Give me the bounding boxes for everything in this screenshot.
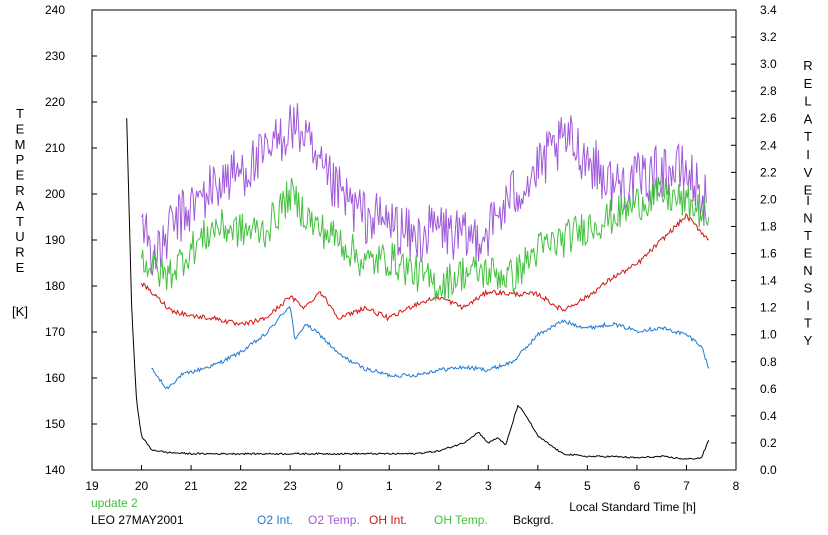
x-tick-label: 4 bbox=[535, 479, 542, 493]
x-axis-ticks: 19 20 21 22 23 0 1 2 3 4 5 6 7 8 bbox=[85, 465, 740, 493]
right-tick-label: 3.4 bbox=[760, 3, 777, 17]
x-tick-label: 23 bbox=[283, 479, 297, 493]
left-tick-label: 230 bbox=[45, 49, 65, 63]
right-axis-letter: N bbox=[803, 211, 812, 226]
right-tick-label: 0.2 bbox=[760, 436, 777, 450]
right-axis-letter: N bbox=[803, 263, 812, 278]
legend-item: O2 Temp. bbox=[308, 513, 360, 527]
left-axis-letter: A bbox=[16, 198, 25, 213]
right-tick-label: 0.6 bbox=[760, 382, 777, 396]
left-axis-letter: E bbox=[16, 168, 25, 183]
right-tick-label: 1.6 bbox=[760, 247, 777, 261]
right-axis-ticks: 0.0 0.2 0.4 0.6 0.8 1.0 1.2 1.4 1.6 1.8 2.0 2.2 2.4 2… bbox=[731, 3, 777, 477]
legend-item: Bckgrd. bbox=[513, 513, 554, 527]
left-axis-letter: P bbox=[16, 152, 25, 167]
right-axis-letter: I bbox=[806, 193, 810, 208]
left-tick-label: 160 bbox=[45, 371, 65, 385]
right-axis-letter: T bbox=[804, 129, 812, 144]
left-axis-letter: T bbox=[16, 106, 24, 121]
left-tick-label: 200 bbox=[45, 187, 65, 201]
x-tick-label: 6 bbox=[634, 479, 641, 493]
right-axis-letter: Y bbox=[804, 333, 813, 348]
right-axis-letter: E bbox=[804, 183, 813, 198]
plot-frame bbox=[91, 9, 737, 471]
right-tick-label: 1.0 bbox=[760, 328, 777, 342]
right-axis-letter: I bbox=[806, 147, 810, 162]
right-tick-label: 3.0 bbox=[760, 57, 777, 71]
left-tick-label: 140 bbox=[45, 463, 65, 477]
right-axis-letter: R bbox=[803, 58, 812, 73]
x-tick-label: 19 bbox=[85, 479, 99, 493]
right-axis-letter: I bbox=[806, 298, 810, 313]
left-axis-ticks: 140 150 160 170 180 190 200 210 220 230 240 bbox=[45, 3, 97, 477]
right-axis-letter: S bbox=[804, 281, 813, 296]
left-axis-letter: E bbox=[16, 260, 25, 275]
right-axis-letter: T bbox=[804, 316, 812, 331]
x-tick-label: 21 bbox=[184, 479, 198, 493]
right-tick-label: 2.6 bbox=[760, 111, 777, 125]
right-tick-label: 3.2 bbox=[760, 30, 777, 44]
left-axis-unit: [K] bbox=[12, 304, 28, 319]
series-line bbox=[141, 103, 707, 276]
left-tick-label: 170 bbox=[45, 325, 65, 339]
right-tick-label: 2.2 bbox=[760, 165, 777, 179]
x-tick-label: 7 bbox=[683, 479, 690, 493]
left-axis-letter: M bbox=[15, 137, 26, 152]
x-tick-label: 0 bbox=[336, 479, 343, 493]
right-axis-letter: E bbox=[804, 76, 813, 91]
update-label: update 2 bbox=[91, 496, 138, 510]
left-axis-letter: U bbox=[15, 229, 24, 244]
right-axis-letter: V bbox=[804, 165, 813, 180]
right-tick-label: 2.4 bbox=[760, 138, 777, 152]
series-line bbox=[141, 176, 710, 301]
left-tick-label: 180 bbox=[45, 279, 65, 293]
right-tick-label: 0.4 bbox=[760, 409, 777, 423]
right-tick-label: 1.8 bbox=[760, 219, 777, 233]
right-axis-letter: A bbox=[804, 111, 813, 126]
x-tick-label: 3 bbox=[485, 479, 492, 493]
x-tick-label: 1 bbox=[386, 479, 393, 493]
right-tick-label: 1.2 bbox=[760, 301, 777, 315]
right-axis-letter: L bbox=[804, 94, 811, 109]
left-axis-letter: R bbox=[15, 245, 24, 260]
left-axis-letter: T bbox=[16, 214, 24, 229]
x-tick-label: 5 bbox=[584, 479, 591, 493]
left-tick-label: 150 bbox=[45, 417, 65, 431]
right-tick-label: 1.4 bbox=[760, 274, 777, 288]
left-axis-letter: E bbox=[16, 121, 25, 136]
right-tick-label: 0.8 bbox=[760, 355, 777, 369]
x-tick-label: 20 bbox=[135, 479, 149, 493]
series-line bbox=[141, 213, 709, 327]
left-axis-letter: R bbox=[15, 183, 24, 198]
left-tick-label: 240 bbox=[45, 3, 65, 17]
series-lines bbox=[126, 103, 710, 460]
station-date-label: LEO 27MAY2001 bbox=[91, 513, 184, 527]
left-tick-label: 210 bbox=[45, 141, 65, 155]
legend-item: OH Temp. bbox=[434, 513, 488, 527]
right-axis-letter: E bbox=[804, 246, 813, 261]
right-tick-label: 2.0 bbox=[760, 192, 777, 206]
legend-item: O2 Int. bbox=[257, 513, 294, 527]
right-tick-label: 0.0 bbox=[760, 463, 777, 477]
x-tick-label: 2 bbox=[435, 479, 442, 493]
right-axis-letter: T bbox=[804, 228, 812, 243]
right-tick-label: 2.8 bbox=[760, 84, 777, 98]
left-tick-label: 220 bbox=[45, 95, 65, 109]
series-line bbox=[151, 305, 710, 390]
x-tick-label: 22 bbox=[234, 479, 248, 493]
x-axis-label: Local Standard Time [h] bbox=[569, 500, 696, 514]
left-tick-label: 190 bbox=[45, 233, 65, 247]
series-line bbox=[126, 118, 710, 460]
x-tick-label: 8 bbox=[733, 479, 740, 493]
legend-item: OH Int. bbox=[369, 513, 408, 527]
